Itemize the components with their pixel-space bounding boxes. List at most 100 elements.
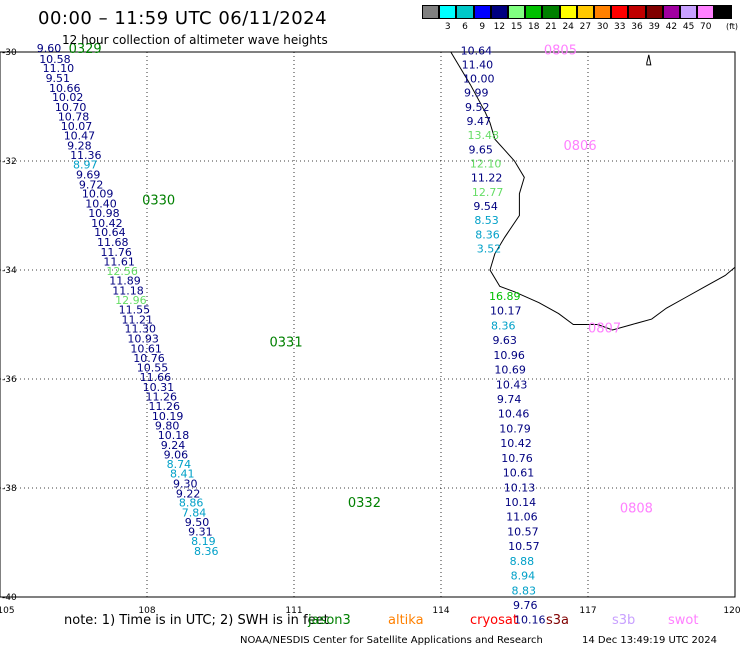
wave-height-label: 10.16 xyxy=(514,614,546,627)
legend-unit: (ft) xyxy=(726,22,739,31)
y-tick-label: -40 xyxy=(2,593,17,603)
legend-swatch xyxy=(714,5,732,19)
wave-height-label: 9.47 xyxy=(466,115,491,128)
wave-height-label: 9.80 xyxy=(155,420,180,433)
legend-label: 27 xyxy=(579,22,592,32)
wave-height-label: 11.30 xyxy=(124,323,155,336)
pass-label: 0807 xyxy=(588,322,621,337)
wave-height-label: 12.96 xyxy=(115,294,146,307)
wave-height-label: 10.76 xyxy=(501,452,533,465)
pass-label: 0805 xyxy=(544,44,577,59)
wave-height-label: 10.66 xyxy=(49,82,81,95)
pass-label: 0332 xyxy=(348,496,381,511)
wave-height-label: 11.21 xyxy=(122,313,153,326)
legend-swatch xyxy=(439,5,457,19)
wave-height-label: 9.52 xyxy=(465,101,490,114)
wave-height-label: 9.06 xyxy=(164,449,189,462)
legend-label: 3 xyxy=(444,22,451,32)
wave-height-label: 10.14 xyxy=(505,496,537,509)
wave-height-label: 9.76 xyxy=(513,599,538,612)
y-tick-label: -32 xyxy=(2,157,17,167)
legend-label: 9 xyxy=(479,22,486,32)
wave-height-label: 9.99 xyxy=(464,87,489,100)
wave-height-label: 9.65 xyxy=(468,143,493,156)
wave-height-label: 9.69 xyxy=(76,168,101,181)
wave-height-label: 10.47 xyxy=(64,130,95,143)
mission-swot: swot xyxy=(668,613,699,628)
legend-label: 18 xyxy=(528,22,540,32)
page-title: 00:00 – 11:59 UTC 06/11/2024 xyxy=(38,8,328,29)
wave-height-label: 13.48 xyxy=(467,129,499,142)
legend-label: 12 xyxy=(493,22,506,32)
wave-height-label: 10.19 xyxy=(152,410,184,423)
legend-label: 45 xyxy=(682,22,695,32)
wave-height-label: 10.70 xyxy=(55,101,87,114)
legend-label: 70 xyxy=(700,22,712,32)
legend-label: 24 xyxy=(562,22,574,32)
y-tick-label: -36 xyxy=(2,375,17,385)
wave-height-label: 10.79 xyxy=(499,422,531,435)
legend-swatch xyxy=(697,5,715,19)
wave-height-label: 9.51 xyxy=(46,72,71,85)
wave-height-label: 11.36 xyxy=(70,149,102,162)
wave-height-label: 10.00 xyxy=(463,73,495,86)
wave-height-label: 9.24 xyxy=(161,439,186,452)
wave-height-label: 10.55 xyxy=(137,361,169,374)
legend-swatch xyxy=(611,5,629,19)
island-outline xyxy=(646,54,652,66)
wave-height-label: 10.93 xyxy=(127,332,158,345)
wave-height-label: 9.74 xyxy=(497,393,522,406)
wave-height-label: 9.50 xyxy=(185,516,210,529)
legend-swatch xyxy=(559,5,577,19)
mission-altika: altika xyxy=(388,613,424,628)
legend-label: 36 xyxy=(631,22,643,32)
wave-height-label: 10.18 xyxy=(158,429,190,442)
legend-swatch xyxy=(594,5,612,19)
wave-height-label: 10.61 xyxy=(130,342,162,355)
wave-height-label: 3.52 xyxy=(477,243,502,256)
mission-jason3: jason3 xyxy=(308,613,351,628)
wave-height-label: 8.97 xyxy=(73,159,98,172)
legend-swatch xyxy=(473,5,491,19)
wave-height-label: 11.06 xyxy=(506,511,538,524)
legend-swatch xyxy=(508,5,526,19)
legend-label: 42 xyxy=(665,22,678,32)
wave-height-label: 11.66 xyxy=(140,371,172,384)
wave-height-label: 12.56 xyxy=(106,265,138,278)
wave-height-label: 10.17 xyxy=(490,305,522,318)
legend-label: 30 xyxy=(596,22,609,32)
wave-height-label: 10.57 xyxy=(508,540,540,553)
wave-height-label: 8.53 xyxy=(474,214,499,227)
wave-height-label: 8.36 xyxy=(475,228,500,241)
wave-height-label: 8.86 xyxy=(179,497,204,510)
wave-height-label: 9.30 xyxy=(173,477,198,490)
pass-label: 0330 xyxy=(142,194,175,209)
wave-height-label: 9.72 xyxy=(79,178,104,191)
wave-height-label: 11.68 xyxy=(97,236,128,249)
legend-label: 21 xyxy=(545,22,557,32)
wave-height-label: 10.42 xyxy=(500,437,532,450)
wave-height-label: 11.26 xyxy=(146,390,178,403)
legend-swatch xyxy=(662,5,680,19)
wave-height-label: 10.69 xyxy=(494,364,526,377)
pass-label: 0329 xyxy=(69,42,102,57)
legend-swatch xyxy=(490,5,508,19)
wave-height-label: 11.10 xyxy=(43,62,75,75)
wave-height-label: 8.19 xyxy=(191,535,216,548)
legend-swatch xyxy=(645,5,663,19)
footnote: note: 1) Time is in UTC; 2) SWH is in fe… xyxy=(64,613,329,628)
wave-height-label: 10.96 xyxy=(493,349,525,362)
legend-swatch xyxy=(542,5,560,19)
pass-label: 0331 xyxy=(270,335,303,350)
wave-height-label: 12.10 xyxy=(470,158,502,171)
wave-height-label: 11.40 xyxy=(462,58,494,71)
generated-timestamp: 14 Dec 13:49:19 UTC 2024 xyxy=(582,635,717,646)
y-tick-label: -38 xyxy=(2,484,17,494)
x-tick-label: 105 xyxy=(0,606,15,616)
wave-height-label: 8.36 xyxy=(194,545,219,558)
wave-height-label: 11.18 xyxy=(112,285,143,298)
wave-height-label: 10.07 xyxy=(61,120,92,133)
wave-height-label: 10.43 xyxy=(496,378,528,391)
credit-line: NOAA/NESDIS Center for Satellite Applica… xyxy=(240,635,543,646)
legend-label: 33 xyxy=(614,22,626,32)
